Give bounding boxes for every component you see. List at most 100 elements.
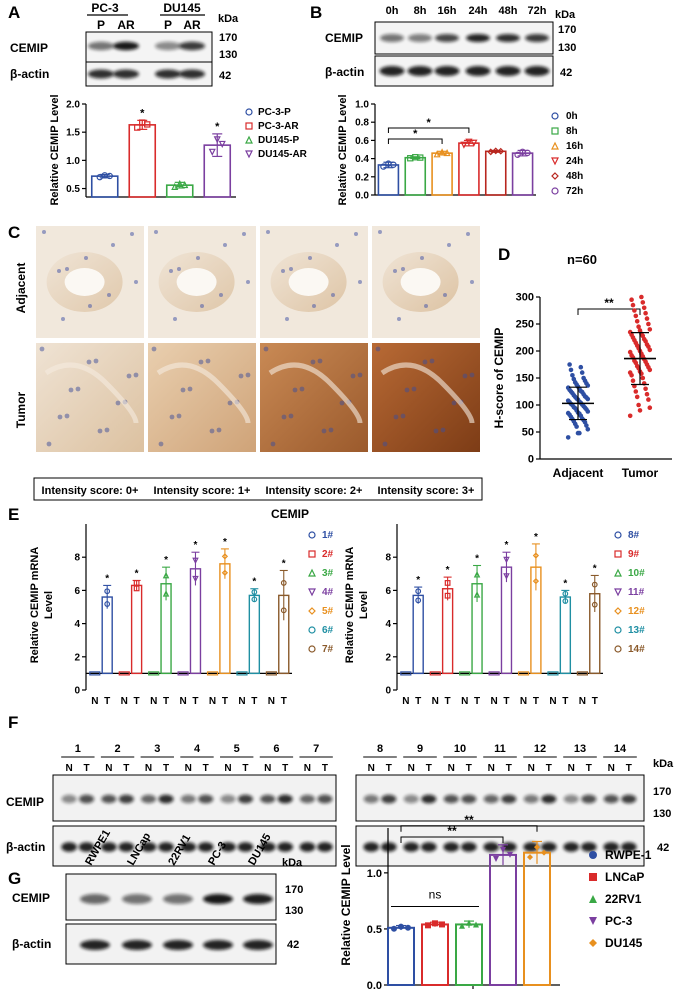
panel-e-left-n-label: N <box>150 696 157 707</box>
panel-e-right-legend-label: 10# <box>628 568 645 579</box>
panel-b-time-0h: 0h <box>386 5 399 17</box>
panel-b-ytick-label: 0.6 <box>355 136 369 147</box>
panel-a-ylabel: Relative CEMIP Level <box>49 94 61 205</box>
panel-a-mw130: 130 <box>219 49 237 61</box>
panel-c-nucleus <box>64 413 70 419</box>
panel-g-mw130: 130 <box>285 905 303 917</box>
panel-f-patient-1: 1 <box>75 743 81 755</box>
panel-a-point <box>218 140 226 148</box>
panel-c-nucleus <box>151 346 157 352</box>
panel-d-point-tumor <box>630 302 636 308</box>
panel-a-cemip-bands <box>88 41 205 51</box>
panel-d-point-tumor <box>634 394 640 400</box>
panel-e-left-legend-label: 2# <box>322 549 334 560</box>
panel-c-nucleus <box>382 441 388 447</box>
panel-c-nucleus <box>285 317 289 321</box>
panel-b-point <box>514 151 521 158</box>
panel-e-left-point <box>133 580 140 586</box>
panel-c-nucleus <box>354 232 358 236</box>
panel-g-kda: kDa <box>282 857 303 869</box>
panel-f-patient-12: 12 <box>534 743 546 755</box>
panel-c-adjacent-lumen <box>288 268 329 296</box>
panel-a-group2: DU145 <box>163 1 201 15</box>
panel-c-adjacent-lumen <box>176 268 217 296</box>
panel-e-right-t-label: T <box>503 696 509 707</box>
panel-b-cemip-band <box>380 34 404 42</box>
panel-g-bar <box>455 923 483 987</box>
panel-d-point-tumor <box>646 321 651 327</box>
panel-f-n-label: N <box>105 763 112 774</box>
panel-a-lane-ar: AR <box>117 18 135 32</box>
panel-f-n-label: N <box>408 763 415 774</box>
panel-g-bracket-du145-stars: ** <box>464 813 474 827</box>
panel-g-legend-label: PC-3 <box>605 914 633 928</box>
panel-f-patient-5: 5 <box>234 743 240 755</box>
panel-f-actin-band <box>78 842 95 852</box>
panel-f-t-label: T <box>386 763 392 774</box>
panel-e-left-normal-bar <box>89 671 101 676</box>
panel-b-mw42: 42 <box>560 67 572 79</box>
panel-b-point <box>443 149 451 157</box>
panel-e-right-point <box>503 556 510 564</box>
panel-c-nucleus <box>177 267 181 271</box>
panel-e-right-n-label: N <box>579 696 586 707</box>
panel-f-patient-7: 7 <box>313 743 319 755</box>
panel-a-legend-label: PC-3-P <box>258 107 291 118</box>
panel-c-score-0: Intensity score: 0+ <box>42 485 139 497</box>
panel-b-cemip-band <box>525 34 549 42</box>
panel-e-left-point <box>251 596 258 603</box>
panel-f-n-label: N <box>528 763 535 774</box>
panel-e-left-n-label: N <box>179 696 186 707</box>
panel-d-point-tumor <box>627 413 633 419</box>
panel-c-nucleus <box>308 256 312 260</box>
panel-b-cemip-band <box>466 34 490 42</box>
panel-b-cemip-band <box>435 34 459 42</box>
panel-d-point-adjacent <box>577 430 582 436</box>
panel-g-point <box>500 846 506 853</box>
panel-a-legend-label: DU145-AR <box>258 149 308 160</box>
panel-e-left-n-label: N <box>121 696 128 707</box>
panel-d-point-tumor <box>629 297 634 303</box>
panel-g-bar <box>387 926 415 986</box>
panel-g-actin-band <box>163 940 193 950</box>
panel-e-left-normal-bar <box>206 671 219 676</box>
panel-g-point <box>432 920 438 927</box>
panel-a-bar-chart: 0.5 1.0 1.5 2.0 Relative CEMIP Level * * <box>49 94 236 206</box>
panel-b-bar <box>511 152 534 196</box>
panel-e-right-t-label: T <box>445 696 451 707</box>
panel-a-actin-band <box>113 69 139 79</box>
panel-f-t-label: T <box>322 763 328 774</box>
panel-a-actin-band <box>155 69 181 79</box>
panel-a-ytick-label: 1.5 <box>66 128 80 139</box>
panel-d-point-tumor <box>647 405 653 411</box>
panel-c-stroma-streak <box>44 362 139 424</box>
panel-f-actin-band <box>563 842 579 852</box>
panel-f-cemip-band <box>523 794 539 804</box>
panel-e-left-t-label: T <box>192 696 198 707</box>
panel-c-nucleus <box>223 243 227 247</box>
panel-f-t-label: T <box>242 763 248 774</box>
panel-e-right-t-label: T <box>562 696 568 707</box>
panel-a-point <box>171 182 179 191</box>
panel-e-right-significance: * <box>475 554 479 565</box>
panel-g-ytick-label: 1.0 <box>367 868 382 880</box>
panel-e-right-ytick-label: 6 <box>385 586 391 597</box>
panel-b-mw170: 170 <box>558 24 576 36</box>
panel-d-point-tumor <box>643 310 648 316</box>
panel-f-n-label: N <box>224 763 231 774</box>
panel-b-legend-label: 48h <box>566 171 583 182</box>
panel-f-cemip-band <box>443 794 459 804</box>
panel-f-cemip-band <box>79 794 95 804</box>
panel-c-nucleus <box>424 304 428 308</box>
panel-f-actin-band <box>603 842 619 852</box>
panel-b-point <box>433 150 441 158</box>
panel-e-right-point <box>415 597 422 604</box>
panel-e-left-legend-marker <box>308 588 316 597</box>
panel-f-n-label: N <box>608 763 615 774</box>
panel-c-nucleus <box>466 232 470 236</box>
panel-g-legend-marker <box>589 851 597 859</box>
panel-c-stroma-streak <box>380 362 475 424</box>
panel-c-score-1: Intensity score: 1+ <box>154 485 251 497</box>
panel-e-right-point <box>503 573 510 580</box>
panel-c-nucleus <box>173 317 177 321</box>
